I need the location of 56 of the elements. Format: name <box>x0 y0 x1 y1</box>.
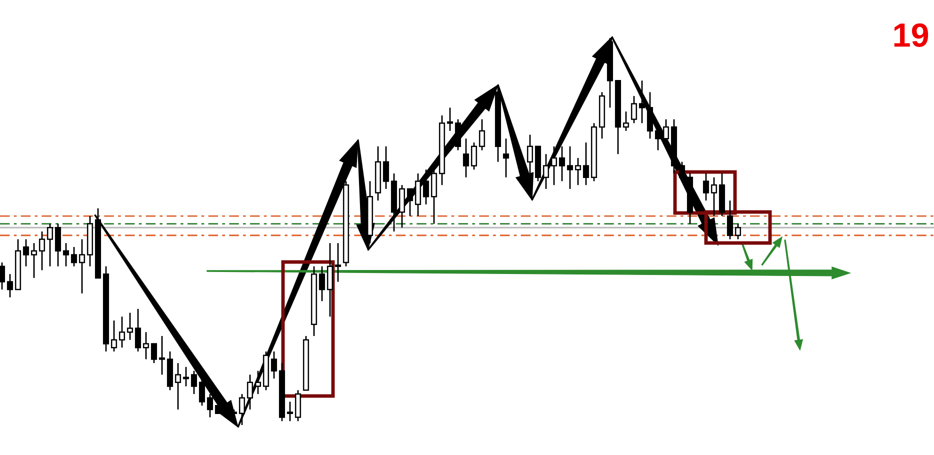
candlestick <box>622 110 630 132</box>
candlestick <box>542 153 550 190</box>
candlestick <box>142 331 150 360</box>
candlestick <box>702 172 710 202</box>
candlestick <box>406 188 414 217</box>
candlestick <box>638 80 646 124</box>
candlestick <box>478 118 486 151</box>
candlestick <box>174 362 182 410</box>
candlestick <box>678 161 686 182</box>
candlestick <box>582 142 590 186</box>
candlestick <box>294 389 302 422</box>
candlestick <box>286 401 294 422</box>
candlestick <box>726 200 734 240</box>
candlestick <box>318 266 326 302</box>
candlestick <box>566 146 574 190</box>
candlestick <box>22 238 30 268</box>
candlestick <box>502 138 510 178</box>
candlestick <box>182 366 190 387</box>
candlestick <box>630 95 638 124</box>
candlestick <box>334 242 342 283</box>
candlestick <box>46 223 54 268</box>
candlestick <box>78 238 86 294</box>
candlestick <box>398 184 406 228</box>
candlestick <box>254 370 262 395</box>
candlestick <box>30 242 38 279</box>
candlestick <box>158 335 166 376</box>
candlestick <box>150 343 158 364</box>
candlestick <box>54 223 62 268</box>
candlestick <box>646 91 654 140</box>
annotation: 19 <box>894 23 928 47</box>
candlestick <box>430 168 438 224</box>
candlestick <box>134 308 142 352</box>
candlestick <box>246 374 254 410</box>
candlestick <box>0 262 6 290</box>
candlestick <box>446 106 454 132</box>
candlestick <box>454 118 462 151</box>
candlestick <box>270 350 278 380</box>
candlestick <box>462 138 470 178</box>
candlestick <box>126 312 134 341</box>
candlestick <box>206 393 214 418</box>
candlestick <box>382 146 390 190</box>
candlestick <box>470 142 478 170</box>
candlestick <box>734 223 742 240</box>
candlestick <box>6 273 14 298</box>
candlestick <box>62 242 70 268</box>
candlestick <box>326 242 334 318</box>
candlestick <box>558 146 566 182</box>
candlestick <box>414 172 422 217</box>
candlestick <box>70 246 78 268</box>
candlestick <box>550 146 558 186</box>
candlestick <box>38 230 46 271</box>
candlestick <box>422 168 430 206</box>
candlestick <box>574 157 582 186</box>
candlestick <box>118 316 126 348</box>
candlestick <box>190 370 198 395</box>
candlestick <box>110 320 118 352</box>
